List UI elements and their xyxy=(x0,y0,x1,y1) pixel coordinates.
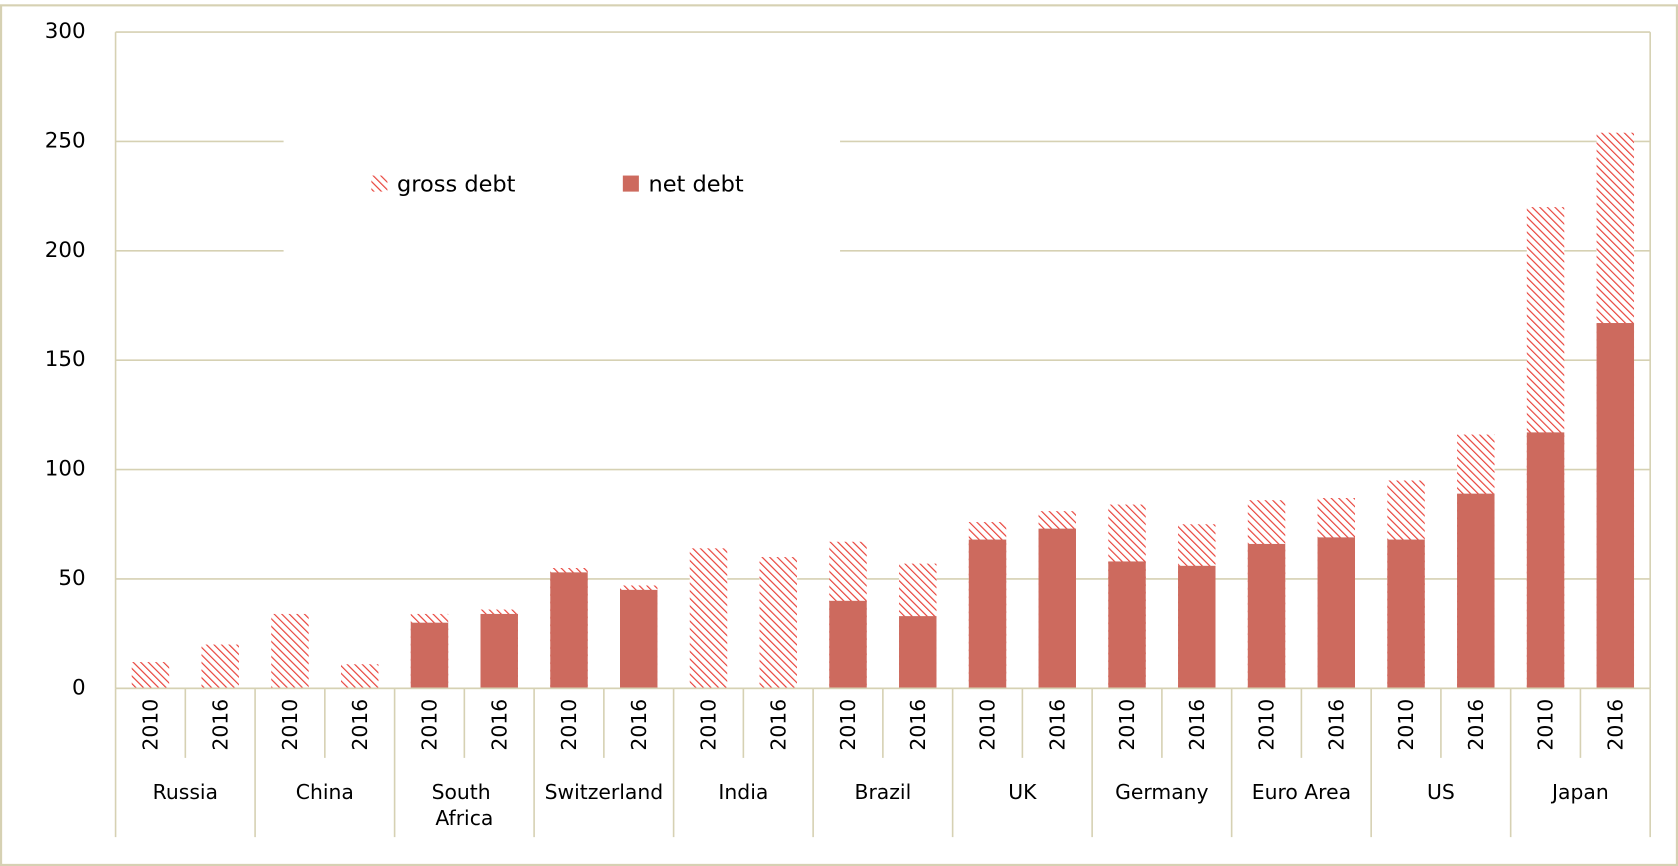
bar xyxy=(131,662,170,689)
legend-swatch xyxy=(622,175,639,192)
x-tick-label: 2010 xyxy=(1255,699,1279,751)
x-tick-label: 2016 xyxy=(1324,699,1348,751)
bar xyxy=(689,548,728,689)
legend-label: gross debt xyxy=(397,172,516,198)
x-tick-label: 2010 xyxy=(139,699,163,751)
group-label: South Africa xyxy=(432,780,498,830)
bar xyxy=(201,644,239,689)
x-tick-label: 2010 xyxy=(1394,699,1418,751)
bar xyxy=(1178,565,1216,689)
bar xyxy=(1317,537,1356,689)
y-tick-label: 250 xyxy=(45,128,86,153)
bar xyxy=(410,622,449,689)
bar xyxy=(1108,561,1146,689)
y-tick-label: 50 xyxy=(58,566,85,591)
x-tick-label: 2016 xyxy=(1045,699,1069,751)
bar xyxy=(1247,543,1286,689)
group-label: Switzerland xyxy=(545,780,664,804)
bar xyxy=(759,557,797,689)
x-tick-label: 2010 xyxy=(976,699,1000,751)
group-label: Euro Area xyxy=(1252,780,1351,804)
x-tick-label: 2016 xyxy=(348,699,372,751)
x-tick-label: 2010 xyxy=(418,699,442,751)
group-label: Japan xyxy=(1550,780,1609,804)
y-tick-label: 100 xyxy=(45,457,86,482)
bar xyxy=(1387,539,1425,689)
legend-label: net debt xyxy=(649,172,744,198)
group-label: UK xyxy=(1008,780,1037,804)
x-tick-label: 2010 xyxy=(1115,699,1139,751)
y-tick-label: 300 xyxy=(45,19,86,44)
legend-swatch xyxy=(371,175,388,192)
group-label: Russia xyxy=(153,780,218,804)
x-tick-label: 2010 xyxy=(278,699,302,751)
x-tick-label: 2016 xyxy=(208,699,232,751)
legend-box xyxy=(283,126,841,260)
bar xyxy=(480,613,518,689)
x-tick-label: 2016 xyxy=(487,699,511,751)
y-tick-label: 150 xyxy=(45,347,86,372)
x-tick-label: 2010 xyxy=(697,699,721,751)
bar xyxy=(1526,432,1565,689)
x-tick-label: 2016 xyxy=(627,699,651,751)
group-label: Brazil xyxy=(855,780,912,804)
y-tick-label: 0 xyxy=(72,675,86,700)
bar xyxy=(899,616,937,689)
x-tick-label: 2016 xyxy=(906,699,930,751)
x-tick-label: 2010 xyxy=(836,699,860,751)
group-label: US xyxy=(1427,780,1455,804)
bar xyxy=(1457,493,1495,689)
bar xyxy=(1596,323,1635,689)
x-tick-label: 2010 xyxy=(1534,699,1558,751)
bar xyxy=(550,572,588,689)
bar xyxy=(271,613,309,689)
bar xyxy=(1038,528,1076,689)
bar xyxy=(829,600,867,689)
x-tick-label: 2016 xyxy=(1464,699,1488,751)
group-label: India xyxy=(718,780,768,804)
x-tick-label: 2016 xyxy=(1185,699,1209,751)
bar xyxy=(968,539,1007,689)
group-label: China xyxy=(296,780,354,804)
x-tick-label: 2010 xyxy=(557,699,581,751)
x-tick-label: 2016 xyxy=(1603,699,1627,751)
y-tick-label: 200 xyxy=(45,238,86,263)
group-label: Germany xyxy=(1115,780,1208,804)
bar xyxy=(340,664,379,689)
x-tick-label: 2016 xyxy=(766,699,790,751)
bar xyxy=(620,589,658,689)
